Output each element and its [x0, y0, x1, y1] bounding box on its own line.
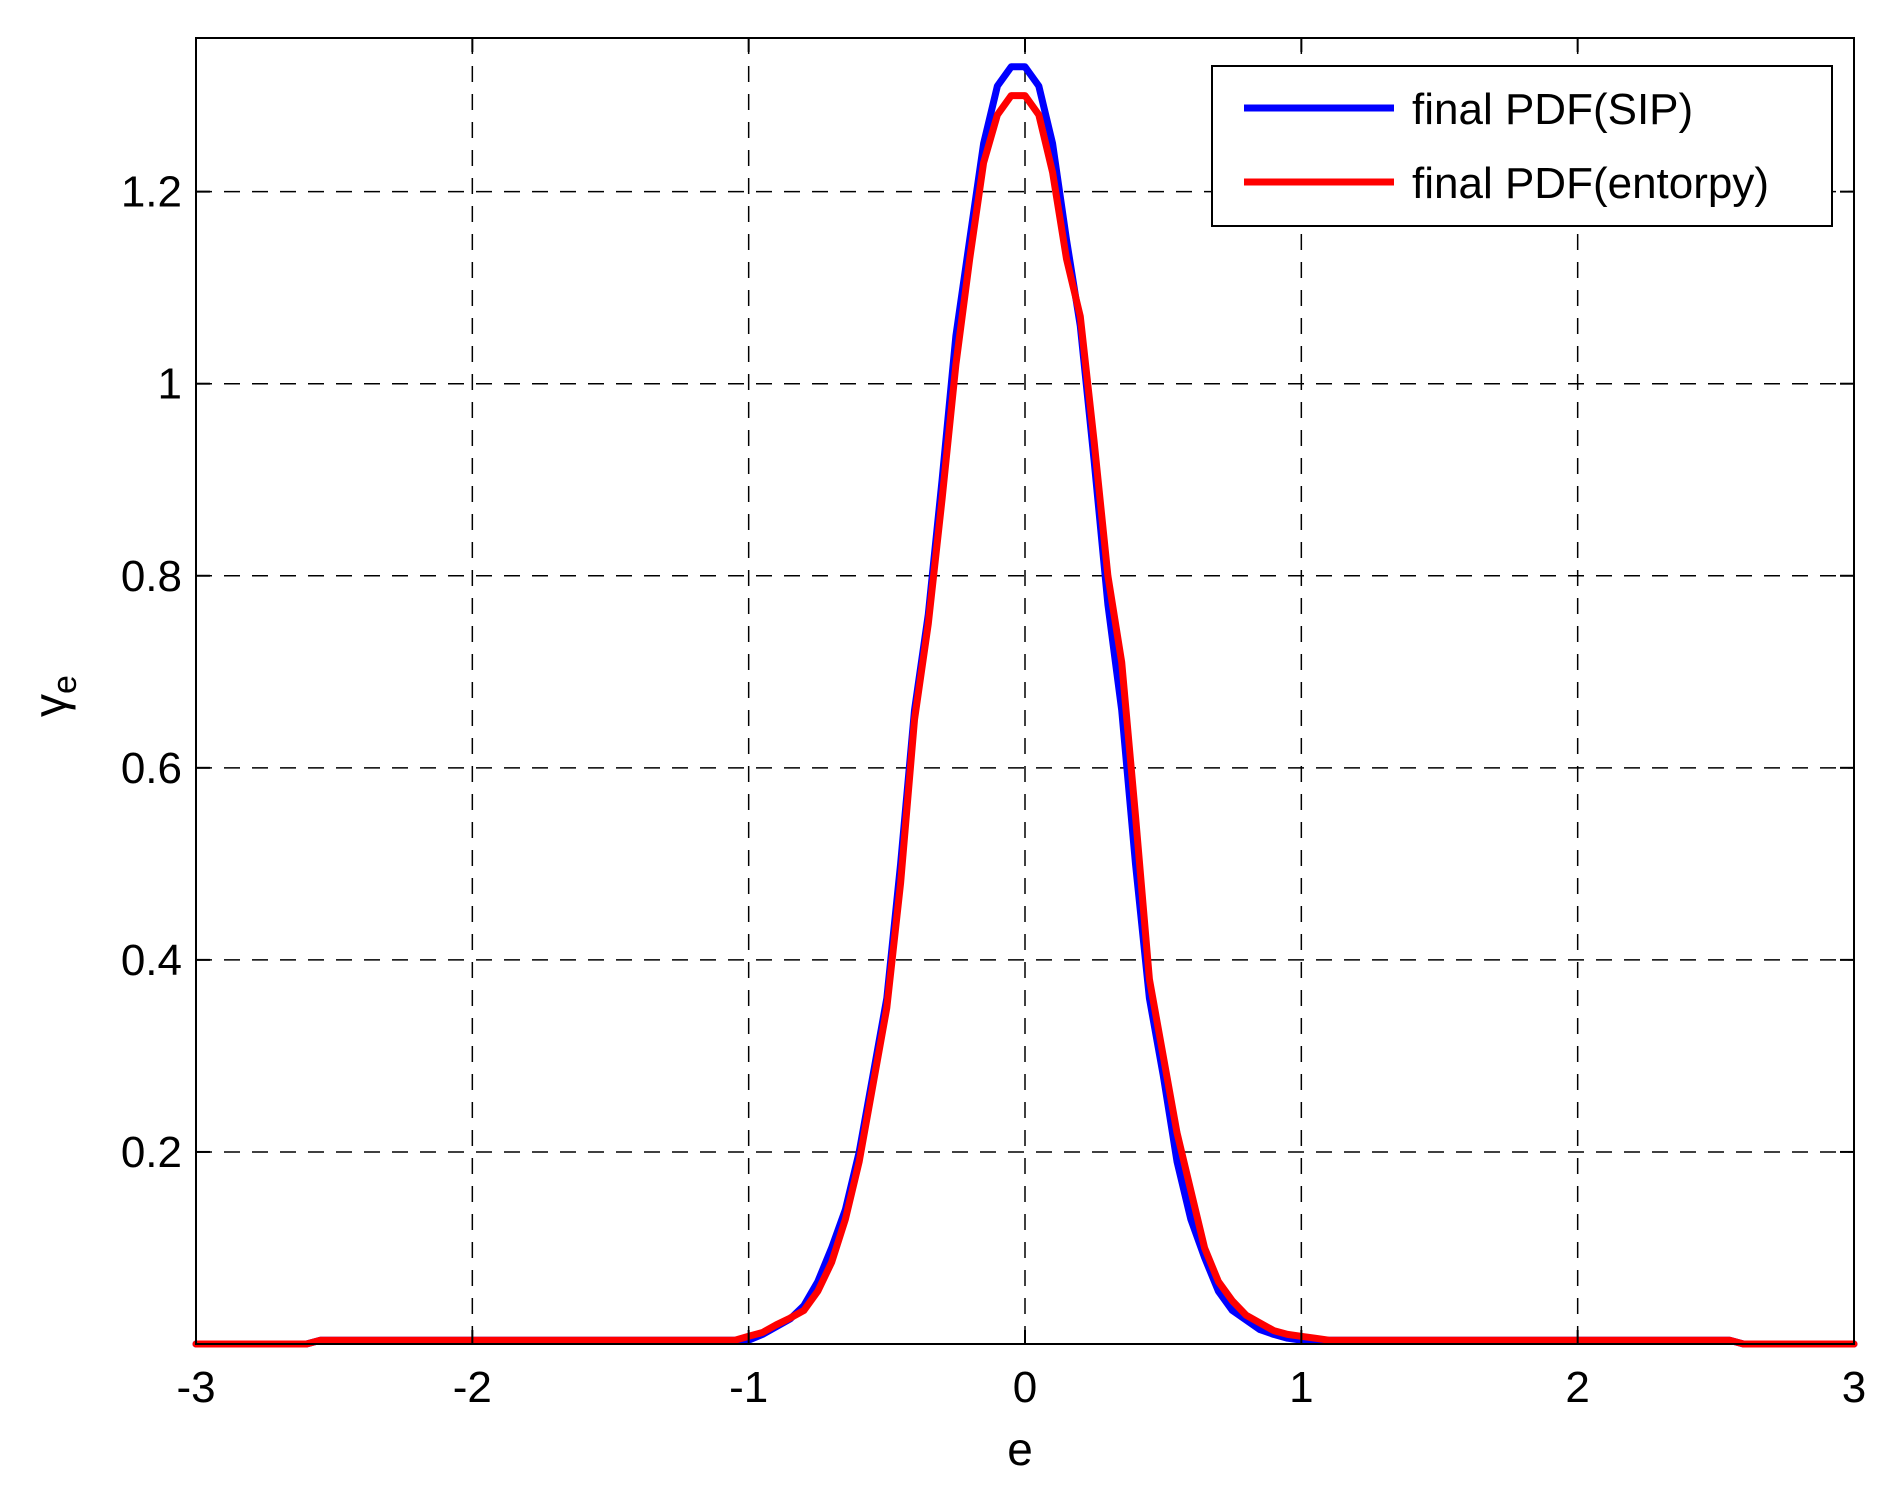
series-group [192, 63, 1858, 1348]
y-axis-label-subscript: e [46, 675, 84, 694]
y-tick-label-2: 0.6 [121, 744, 182, 793]
series-line-1 [192, 92, 1858, 1348]
x-axis-label: e [1007, 1423, 1033, 1475]
x-tick-label-0: -3 [176, 1363, 215, 1412]
legend-box [1211, 65, 1833, 227]
y-axis-label: γe [24, 675, 84, 717]
tick-labels: -3 -2 -1 0 1 2 3 0.2 0.4 0.6 0.8 1 1.2 [121, 168, 1866, 1412]
series-line-0 [192, 63, 1858, 1348]
y-tick-label-5: 1.2 [121, 168, 182, 217]
y-tick-label-3: 0.8 [121, 552, 182, 601]
x-tick-label-5: 2 [1565, 1363, 1589, 1412]
y-axis-label-symbol: γ [24, 694, 76, 717]
x-tick-label-1: -2 [453, 1363, 492, 1412]
x-tick-label-4: 1 [1289, 1363, 1313, 1412]
y-tick-label-0: 0.2 [121, 1128, 182, 1177]
x-tick-label-6: 3 [1842, 1363, 1866, 1412]
legend-label-sip: final PDF(SIP) [1412, 85, 1693, 134]
y-tick-label-1: 0.4 [121, 936, 182, 985]
legend-label-entropy: final PDF(entorpy) [1412, 159, 1769, 208]
x-tick-label-3: 0 [1013, 1363, 1037, 1412]
x-tick-label-2: -1 [729, 1363, 768, 1412]
y-tick-label-4: 1 [158, 360, 182, 409]
legend: final PDF(SIP) final PDF(entorpy) [1211, 65, 1833, 227]
ticks [195, 38, 1855, 1344]
